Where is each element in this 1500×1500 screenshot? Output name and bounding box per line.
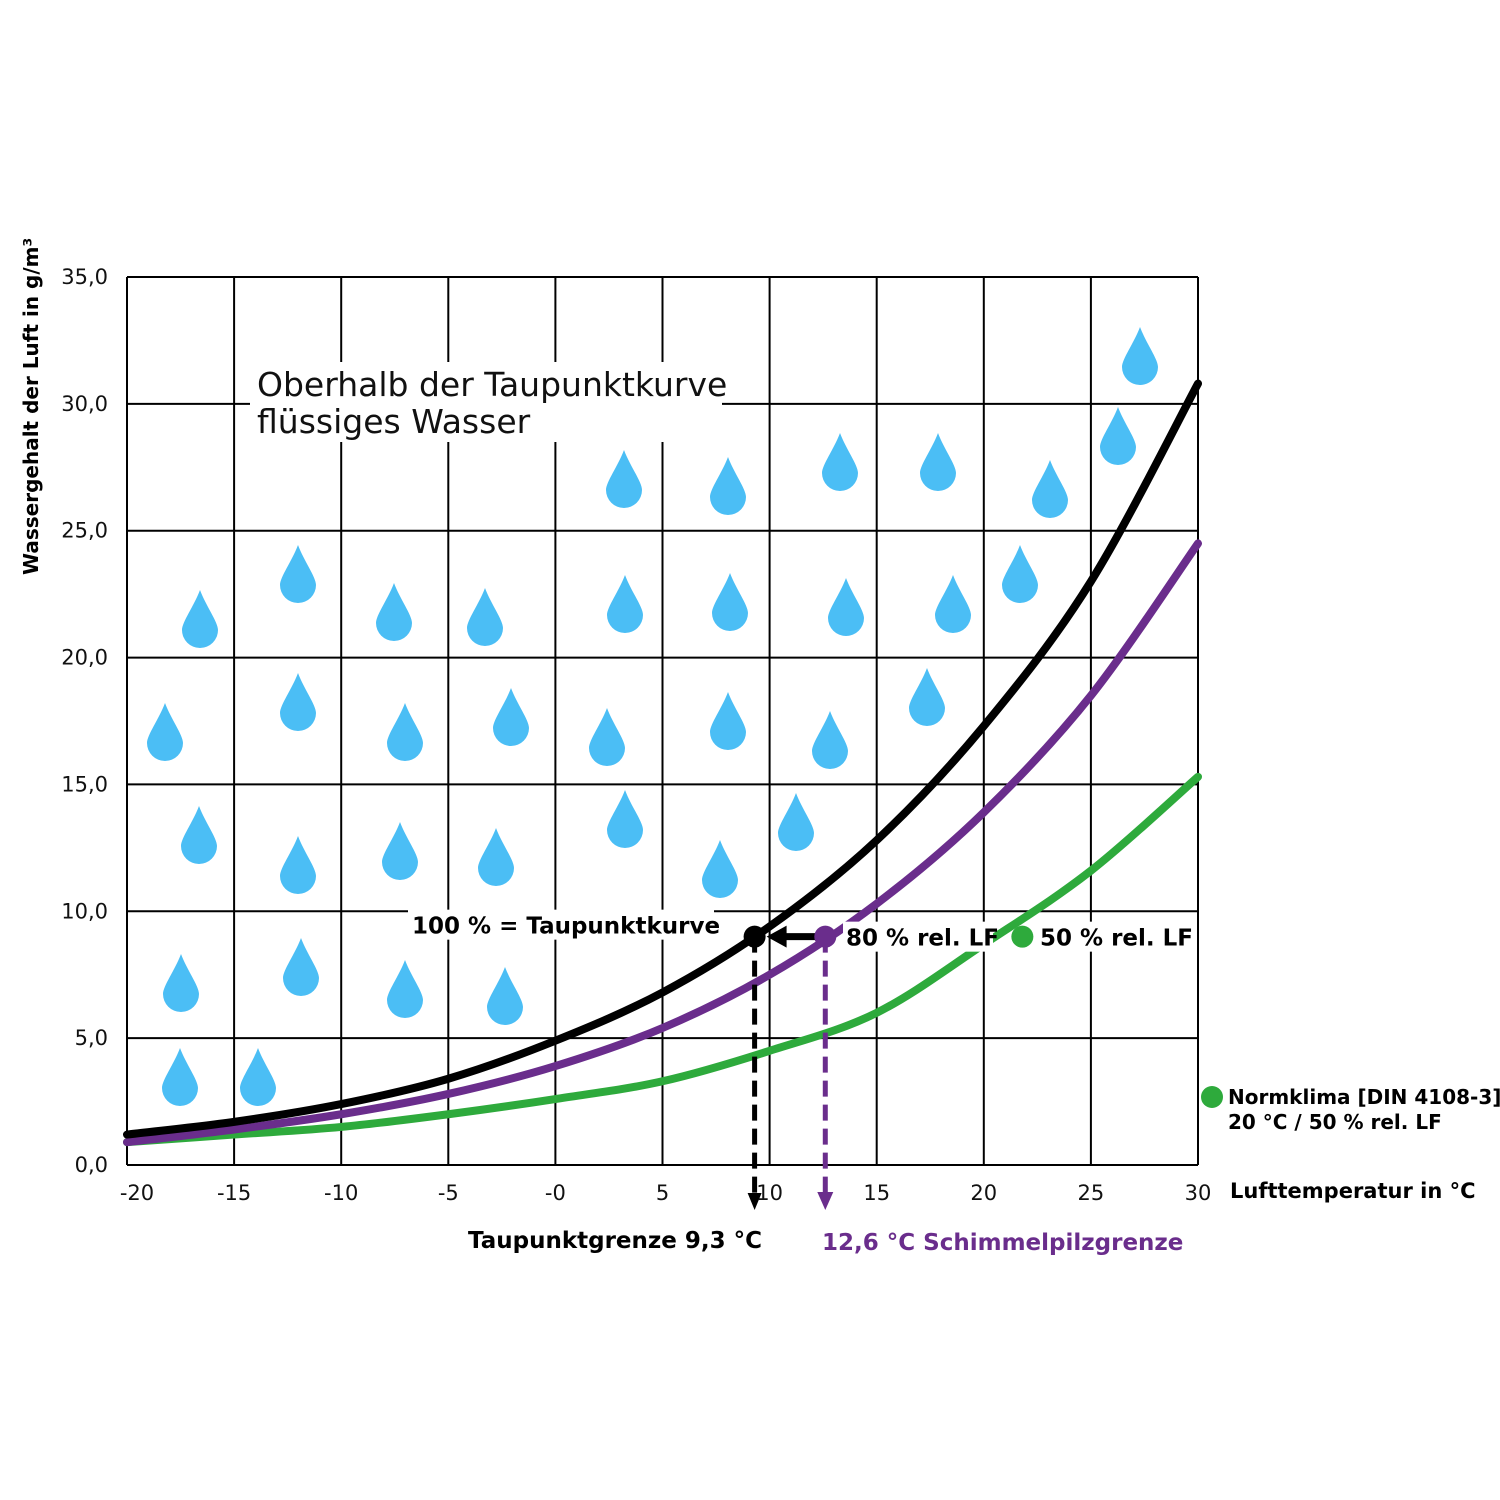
- arrow-down-icon: [817, 1192, 834, 1210]
- arrow-left-icon: [766, 925, 787, 948]
- water-drop-icon: [478, 828, 514, 886]
- water-drop-icon: [935, 575, 971, 633]
- region-label-bg: [250, 362, 722, 442]
- water-drop-icon: [1100, 407, 1136, 465]
- water-drop-icon: [240, 1048, 276, 1106]
- y-tick-label: 0,0: [75, 1153, 108, 1177]
- x-tick-label: -15: [217, 1181, 251, 1205]
- x-tick-label: 5: [656, 1181, 669, 1205]
- water-drop-icon: [182, 590, 218, 648]
- water-drop-icon: [712, 573, 748, 631]
- series-line-50: [123, 772, 1202, 1147]
- water-drop-icon: [280, 836, 316, 894]
- water-drop-icon: [828, 578, 864, 636]
- water-drop-icon: [283, 938, 319, 996]
- x-tick-label: -5: [438, 1181, 459, 1205]
- y-tick-label: 25,0: [61, 519, 108, 543]
- water-drop-icon: [163, 954, 199, 1012]
- water-drop-icon: [1002, 545, 1038, 603]
- water-drop-icon: [147, 703, 183, 761]
- water-drop-icon: [710, 692, 746, 750]
- x-tick-label: -20: [120, 1181, 154, 1205]
- water-drop-icon: [702, 840, 738, 898]
- series-label-100: 100 % = Taupunktkurve: [412, 914, 720, 940]
- water-drop-icon: [382, 822, 418, 880]
- x-tick-label: 25: [1078, 1181, 1105, 1205]
- y-axis-label: Wassergehalt der Luft in g/m³: [19, 238, 43, 575]
- water-drop-icon: [589, 708, 625, 766]
- markers: 100 % = Taupunktkurve 80 % rel. LF 50 % re…: [408, 909, 1193, 1210]
- x-tick-label: 20: [970, 1181, 997, 1205]
- curves: [123, 379, 1202, 1147]
- label-bg: [408, 909, 714, 940]
- water-drop-icon: [387, 703, 423, 761]
- x-tick-label: 15: [863, 1181, 890, 1205]
- water-drop-icon: [607, 575, 643, 633]
- x-tick-label: 30: [1185, 1181, 1212, 1205]
- water-drop-icon: [778, 793, 814, 851]
- water-drop-icon: [607, 790, 643, 848]
- water-drop-icon: [822, 433, 858, 491]
- label-bg: [1036, 921, 1188, 952]
- water-drop-icon: [812, 711, 848, 769]
- water-drop-icon: [181, 806, 217, 864]
- x-tick-label: -10: [324, 1181, 358, 1205]
- normklima-line2: 20 °C / 50 % rel. LF: [1228, 1110, 1442, 1134]
- series-line-80: [123, 539, 1202, 1147]
- region-label-line1: Oberhalb der Taupunktkurve: [257, 365, 727, 404]
- normklima-legend-dot: [1201, 1086, 1223, 1108]
- series-line-100: [123, 379, 1202, 1139]
- water-drop-icon: [280, 545, 316, 603]
- label-bg: [843, 921, 993, 952]
- water-drop-icon: [1032, 460, 1068, 518]
- arrow-down-icon: [747, 1193, 762, 1210]
- water-drop-icon: [280, 673, 316, 731]
- water-drop-icon: [909, 668, 945, 726]
- dew-point-limit-label: Taupunktgrenze 9,3 °C: [468, 1228, 762, 1254]
- water-drop-icon: [493, 688, 529, 746]
- y-tick-label: 15,0: [61, 772, 108, 796]
- y-tick-label: 20,0: [61, 646, 108, 670]
- water-drop-icon: [467, 588, 503, 646]
- water-drop-icon: [920, 433, 956, 491]
- water-drops: [147, 327, 1158, 1106]
- water-drop-icon: [387, 960, 423, 1018]
- dew-point-marker: [743, 925, 766, 948]
- y-tick-label: 30,0: [61, 392, 108, 416]
- y-tick-label: 5,0: [75, 1026, 108, 1050]
- x-tick-label: -0: [545, 1181, 566, 1205]
- series-label-50: 50 % rel. LF: [1040, 926, 1193, 952]
- water-drop-icon: [710, 457, 746, 515]
- y-tick-label: 10,0: [61, 899, 108, 923]
- mold-limit-marker: [814, 925, 837, 948]
- region-label-line2: flüssiges Wasser: [257, 402, 531, 441]
- normklima-marker: [1011, 925, 1034, 948]
- normklima-line1: Normklima [DIN 4108-3]: [1228, 1085, 1500, 1109]
- x-axis-label: Lufttemperatur in °C: [1230, 1179, 1476, 1203]
- water-drop-icon: [1122, 327, 1158, 385]
- y-tick-label: 35,0: [61, 265, 108, 289]
- mold-limit-label: 12,6 °C Schimmelpilzgrenze: [822, 1230, 1183, 1256]
- water-drop-icon: [487, 967, 523, 1025]
- water-drop-icon: [162, 1048, 198, 1106]
- water-drop-icon: [376, 583, 412, 641]
- water-drop-icon: [606, 450, 642, 508]
- series-label-80: 80 % rel. LF: [846, 926, 999, 952]
